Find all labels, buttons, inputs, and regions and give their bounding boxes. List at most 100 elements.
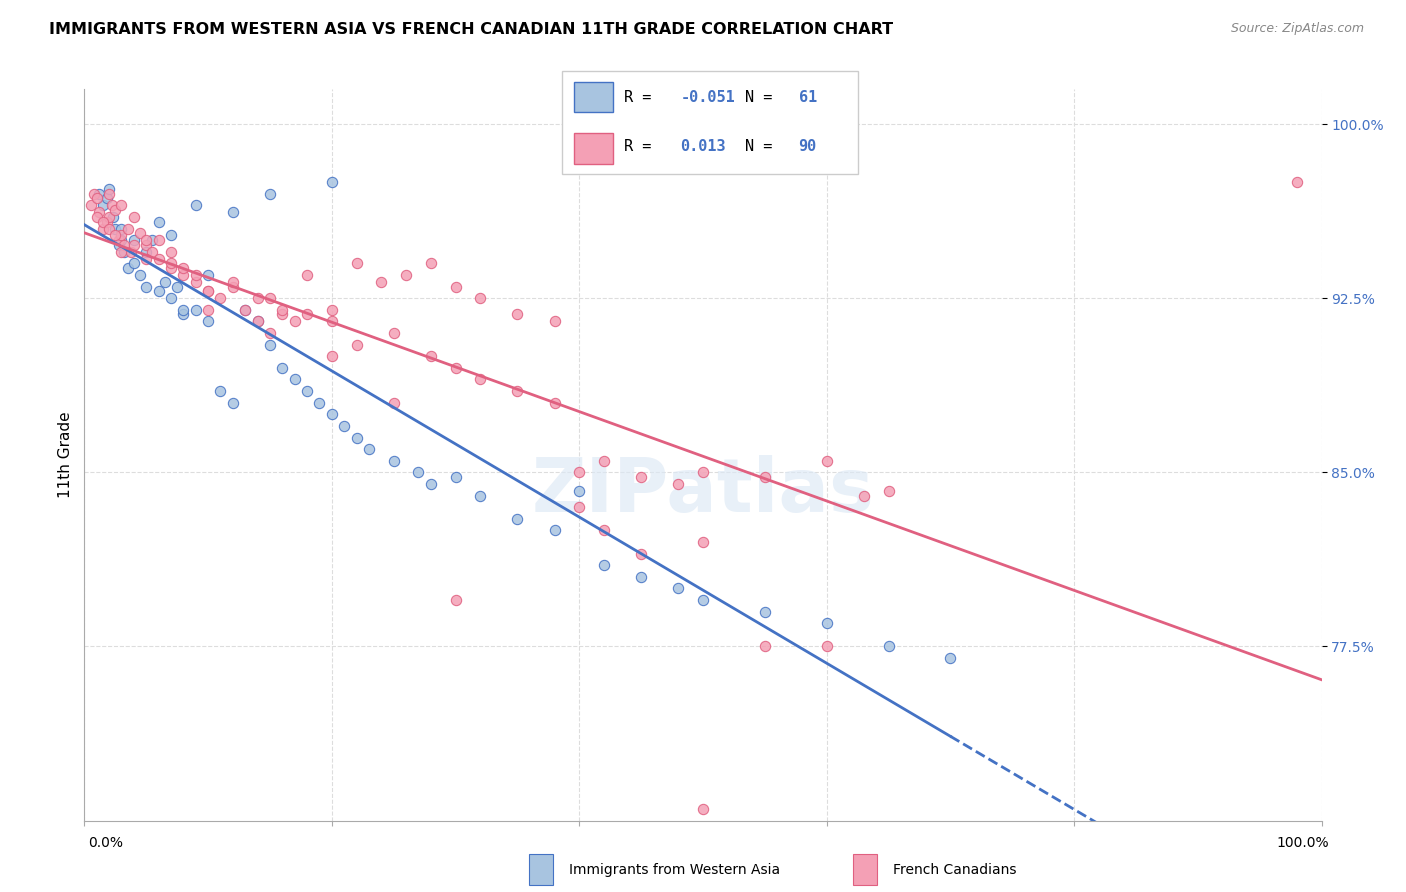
Point (104, 202, 127, 217)
Point (135, 279, 157, 293)
Point (419, 349, 441, 363)
Point (815, 640, 838, 654)
Text: ZIPatlas: ZIPatlas (531, 455, 875, 528)
Point (754, 640, 776, 654)
Point (233, 302, 256, 317)
Point (148, 214, 170, 228)
Point (382, 454, 405, 468)
Point (382, 326, 405, 340)
Point (259, 291, 281, 305)
Point (543, 395, 565, 409)
Point (197, 314, 219, 328)
Text: Source: ZipAtlas.com: Source: ZipAtlas.com (1230, 22, 1364, 36)
Text: R =: R = (624, 89, 661, 104)
Point (543, 524, 565, 538)
Point (543, 314, 565, 328)
Point (692, 593, 714, 607)
Point (110, 233, 132, 247)
FancyBboxPatch shape (574, 133, 613, 163)
Point (259, 186, 281, 201)
Point (122, 256, 145, 270)
Point (470, 372, 492, 386)
Point (382, 395, 405, 409)
Point (284, 314, 307, 328)
Point (593, 524, 616, 538)
Point (160, 228, 183, 243)
Point (321, 175, 343, 189)
Text: N =: N = (745, 139, 782, 153)
Point (148, 252, 170, 266)
Point (160, 291, 183, 305)
Point (630, 570, 652, 584)
Text: 0.013: 0.013 (681, 139, 725, 153)
Point (166, 279, 188, 293)
Point (110, 228, 132, 243)
Point (122, 210, 145, 224)
Point (470, 489, 492, 503)
Point (135, 252, 157, 266)
Point (346, 256, 368, 270)
Point (222, 279, 245, 293)
Point (259, 326, 281, 340)
Text: 61: 61 (799, 89, 817, 104)
Point (1285, 175, 1308, 189)
Point (419, 256, 441, 270)
Point (246, 291, 269, 305)
Point (100, 198, 122, 212)
Point (96, 214, 118, 228)
Point (877, 483, 900, 498)
Point (148, 233, 170, 247)
Point (98, 221, 121, 235)
Point (172, 302, 194, 317)
Point (141, 244, 163, 259)
Text: N =: N = (745, 89, 782, 104)
Point (110, 221, 132, 235)
Point (666, 582, 689, 596)
Text: Immigrants from Western Asia: Immigrants from Western Asia (569, 863, 780, 877)
Point (104, 221, 127, 235)
Point (110, 198, 132, 212)
Point (939, 651, 962, 665)
Point (470, 291, 492, 305)
Point (197, 268, 219, 282)
Point (120, 244, 142, 259)
Point (233, 302, 256, 317)
Point (333, 418, 356, 433)
Point (104, 228, 127, 243)
Point (568, 466, 591, 480)
Point (89, 205, 111, 219)
Point (321, 302, 343, 317)
Text: IMMIGRANTS FROM WESTERN ASIA VS FRENCH CANADIAN 11TH GRADE CORRELATION CHART: IMMIGRANTS FROM WESTERN ASIA VS FRENCH C… (49, 22, 893, 37)
Point (593, 558, 616, 573)
Point (246, 314, 269, 328)
Text: 100.0%: 100.0% (1277, 836, 1329, 850)
Point (96, 191, 118, 205)
Point (271, 360, 294, 375)
Point (419, 477, 441, 491)
Point (98, 210, 121, 224)
Point (295, 268, 318, 282)
Text: 90: 90 (799, 139, 817, 153)
Point (444, 593, 467, 607)
Point (108, 237, 131, 252)
Point (593, 454, 616, 468)
Point (172, 260, 194, 275)
Point (117, 221, 139, 235)
Point (568, 500, 591, 515)
Point (209, 291, 232, 305)
Point (184, 302, 207, 317)
Point (160, 244, 183, 259)
Point (91, 214, 114, 228)
Point (108, 233, 131, 247)
Point (135, 244, 157, 259)
Point (271, 308, 294, 322)
Point (129, 268, 152, 282)
Point (284, 372, 307, 386)
Point (370, 275, 392, 289)
Text: R =: R = (624, 139, 661, 153)
Point (295, 308, 318, 322)
Text: French Canadians: French Canadians (893, 863, 1017, 877)
Point (184, 198, 207, 212)
Y-axis label: 11th Grade: 11th Grade (58, 411, 73, 499)
Point (444, 470, 467, 484)
